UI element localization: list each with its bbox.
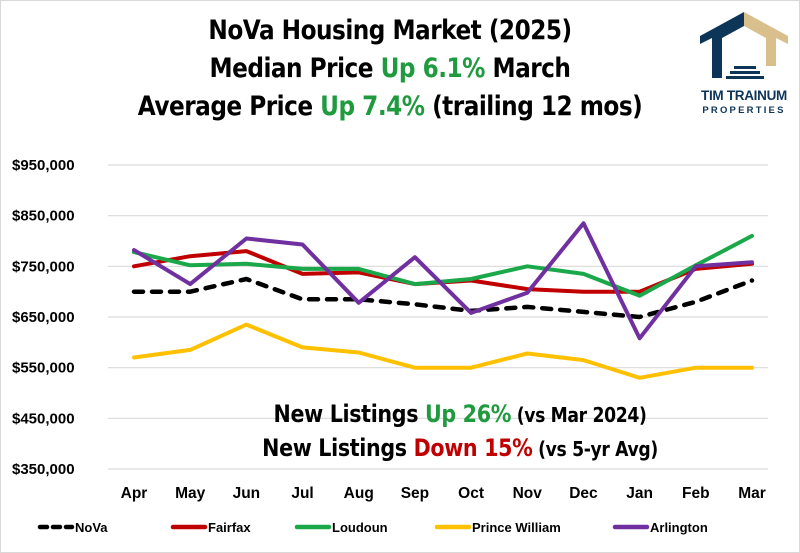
average-price-change: Up 7.4%	[320, 91, 425, 122]
series-line-loudoun	[132, 233, 754, 298]
average-price-label: Average Price	[137, 91, 321, 122]
x-tick-label: Nov	[513, 485, 543, 502]
y-tick-label: $650,000	[12, 309, 75, 326]
company-logo: TIM TRAINUM PROPERTIES	[692, 6, 796, 124]
x-tick-label: Sep	[401, 485, 429, 502]
x-tick-label: Feb	[682, 485, 710, 502]
listings-annotation: New Listings Up 26% (vs Mar 2024) New Li…	[180, 398, 740, 466]
y-axis-ticks: $350,000 $450,000 $550,000 $650,000 $750,000…	[12, 157, 75, 478]
x-axis-ticks: Apr May Jun Jul Aug Sep Oct Nov Dec Jan Feb Mar	[121, 485, 766, 502]
legend-label-arlington: Arlington	[650, 520, 708, 535]
legend: NoVa Fairfax Loudoun Prince William Arlingto…	[37, 520, 708, 535]
logo-name: TIM TRAINUM	[701, 88, 787, 103]
legend-label-prince-william: Prince William	[472, 520, 561, 535]
listings-vs-avg-label: New Listings	[262, 434, 414, 462]
legend-label-loudoun: Loudoun	[332, 520, 388, 535]
series-line-arlington	[132, 221, 754, 341]
y-tick-label: $950,000	[12, 157, 75, 174]
y-tick-label: $550,000	[12, 360, 75, 377]
x-tick-label: Aug	[344, 485, 374, 502]
listings-yoy-label: New Listings	[273, 400, 425, 428]
series-line-prince-william	[132, 322, 754, 380]
x-tick-label: Jun	[233, 485, 261, 502]
house-pillar-icon	[700, 12, 788, 79]
average-price-headline: Average Price Up 7.4% (trailing 12 mos)	[106, 88, 674, 126]
y-tick-label: $850,000	[12, 208, 75, 225]
listings-yoy-basis: (vs Mar 2024)	[511, 403, 647, 427]
x-tick-label: Jul	[291, 485, 313, 502]
listings-vs-avg: New Listings Down 15% (vs 5-yr Avg)	[219, 432, 701, 466]
listings-yoy: New Listings Up 26% (vs Mar 2024)	[219, 398, 701, 432]
x-tick-label: May	[175, 485, 206, 502]
average-price-period: (trailing 12 mos)	[424, 91, 643, 122]
chart-title: NoVa Housing Market (2025)	[208, 15, 572, 46]
y-tick-label: $750,000	[12, 258, 75, 275]
x-tick-label: Mar	[738, 485, 766, 502]
series-line-nova	[131, 276, 755, 320]
y-tick-label: $450,000	[12, 410, 75, 427]
listings-yoy-change: Up 26%	[424, 400, 512, 428]
series-lines	[131, 221, 755, 380]
median-price-label: Median Price	[209, 53, 381, 84]
y-tick-label: $350,000	[12, 461, 75, 478]
median-price-change: Up 6.1%	[380, 53, 486, 84]
x-tick-label: Dec	[569, 485, 598, 502]
median-price-period: March	[484, 53, 571, 84]
median-price-headline: Median Price Up 6.1% March	[106, 50, 674, 88]
x-tick-label: Apr	[121, 485, 148, 502]
chart-title-block: NoVa Housing Market (2025) Median Price …	[60, 12, 720, 126]
logo-subtitle: PROPERTIES	[702, 105, 786, 116]
listings-vs-avg-basis: (vs 5-yr Avg)	[532, 437, 658, 461]
legend-label-fairfax: Fairfax	[208, 520, 251, 535]
x-tick-label: Jan	[626, 485, 653, 502]
x-tick-label: Oct	[458, 485, 484, 502]
legend-label-nova: NoVa	[75, 520, 108, 535]
listings-vs-avg-change: Down 15%	[413, 434, 533, 462]
